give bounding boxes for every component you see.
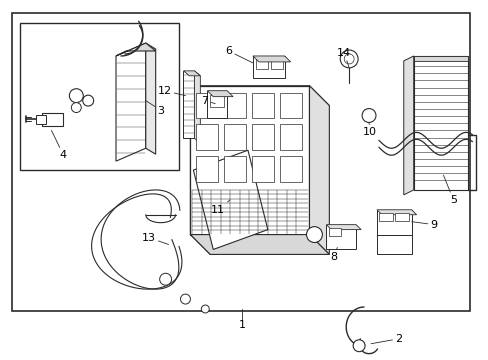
Polygon shape [193, 150, 267, 249]
Polygon shape [196, 156, 218, 182]
Polygon shape [190, 86, 328, 105]
Polygon shape [207, 91, 233, 96]
Polygon shape [183, 71, 200, 76]
Text: 3: 3 [145, 100, 164, 116]
Bar [378, 213, 392, 221]
Polygon shape [376, 210, 416, 215]
Circle shape [82, 95, 94, 106]
Polygon shape [196, 125, 218, 150]
Polygon shape [196, 93, 218, 118]
Bar [376, 210, 411, 235]
Text: 12: 12 [157, 86, 185, 96]
Bar [36, 114, 45, 125]
Polygon shape [224, 156, 245, 182]
Text: 5: 5 [443, 175, 456, 205]
Polygon shape [190, 235, 328, 255]
Polygon shape [224, 125, 245, 150]
Polygon shape [251, 93, 273, 118]
Bar [207, 91, 226, 118]
Circle shape [69, 89, 83, 103]
Polygon shape [224, 93, 245, 118]
Text: 9: 9 [411, 220, 437, 230]
Polygon shape [309, 86, 328, 255]
Circle shape [71, 103, 81, 113]
Circle shape [180, 294, 190, 304]
Polygon shape [251, 156, 273, 182]
Bar [252, 56, 284, 78]
Circle shape [361, 109, 375, 122]
Bar [376, 235, 411, 255]
Bar [270, 59, 282, 69]
Polygon shape [194, 71, 200, 143]
Circle shape [344, 54, 353, 64]
Text: 13: 13 [142, 233, 168, 244]
Circle shape [352, 340, 365, 352]
Bar [41, 113, 63, 126]
Text: 11: 11 [211, 200, 230, 215]
Text: 1: 1 [238, 320, 245, 330]
Polygon shape [279, 93, 301, 118]
Bar [210, 95, 224, 107]
Bar [12, 13, 469, 311]
Circle shape [306, 227, 322, 243]
Polygon shape [403, 56, 413, 195]
Text: 8: 8 [330, 247, 337, 262]
Polygon shape [190, 86, 309, 235]
Circle shape [340, 50, 357, 68]
Bar [255, 59, 267, 69]
Polygon shape [413, 56, 468, 61]
Polygon shape [325, 225, 360, 230]
Polygon shape [116, 43, 155, 56]
Text: 2: 2 [370, 334, 402, 344]
Text: 4: 4 [51, 130, 67, 160]
Polygon shape [279, 156, 301, 182]
Bar [20, 23, 178, 170]
Circle shape [160, 273, 171, 285]
Bar [394, 213, 408, 221]
Bar [325, 225, 355, 249]
Circle shape [201, 305, 209, 313]
Text: 6: 6 [224, 46, 252, 63]
Polygon shape [279, 125, 301, 150]
Bar [328, 228, 341, 235]
Polygon shape [190, 86, 210, 255]
Polygon shape [145, 43, 155, 154]
Polygon shape [251, 125, 273, 150]
Bar [183, 71, 194, 138]
Polygon shape [252, 56, 290, 62]
Text: 10: 10 [362, 122, 376, 138]
Text: 14: 14 [336, 48, 350, 68]
Text: 7: 7 [201, 96, 215, 105]
Polygon shape [116, 43, 145, 161]
Bar [413, 56, 468, 190]
